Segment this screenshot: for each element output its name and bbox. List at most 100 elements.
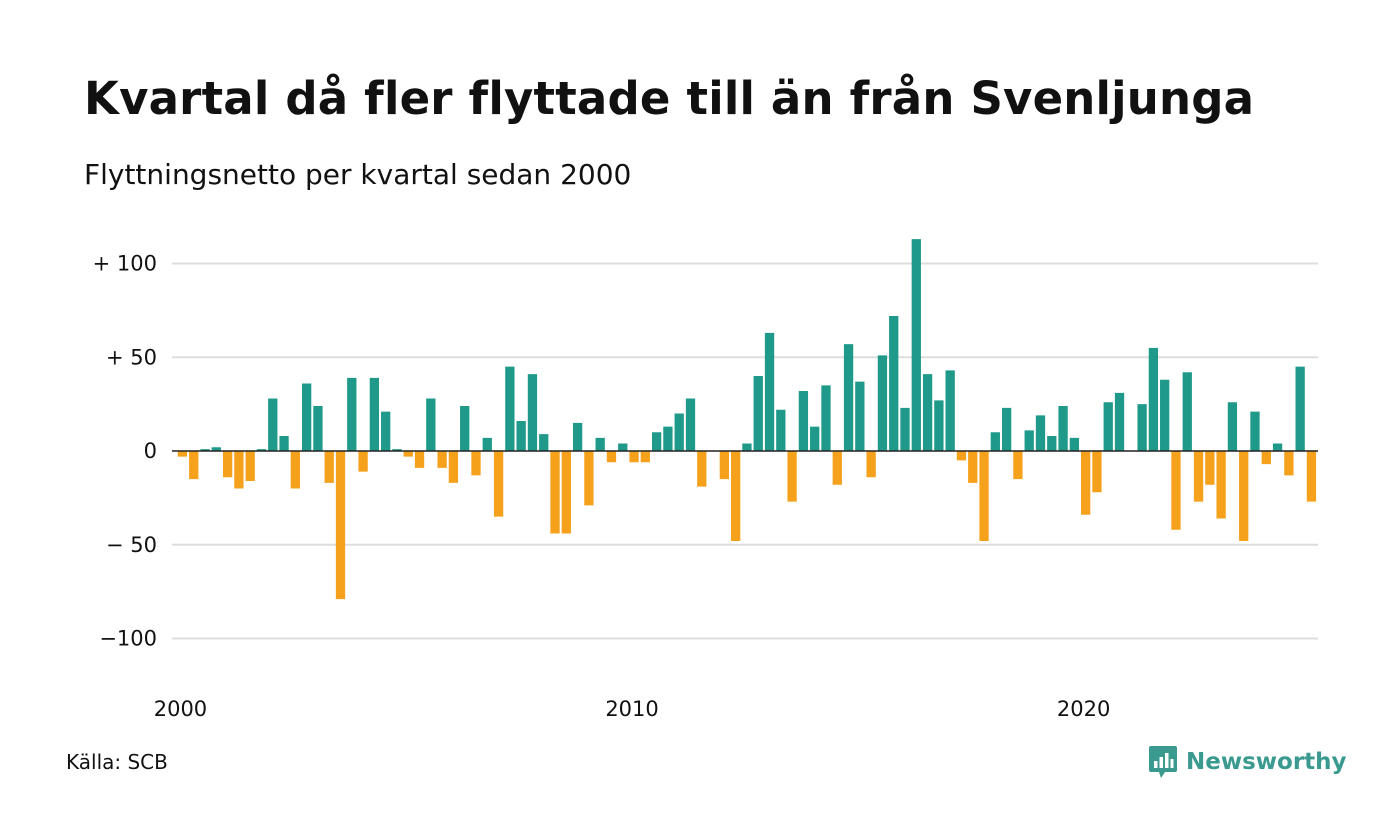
newsworthy-logo-icon	[1149, 746, 1177, 778]
bar	[629, 451, 639, 463]
bar	[279, 436, 289, 451]
bar	[618, 443, 628, 451]
bar	[753, 376, 763, 451]
x-tick-label: 2000	[154, 697, 207, 721]
brand-name: Newsworthy	[1186, 749, 1347, 775]
bar	[471, 451, 481, 476]
bar	[177, 451, 188, 457]
bar	[855, 381, 865, 452]
bar	[787, 451, 797, 502]
bar	[403, 451, 413, 457]
bar	[358, 451, 368, 472]
bar	[1171, 451, 1181, 530]
bar	[889, 316, 899, 451]
bar	[1035, 415, 1046, 452]
bar	[1205, 451, 1215, 485]
bar-chart: + 100 + 50 0 − 50 −100 2000 2010 2020	[93, 239, 1318, 721]
bar	[900, 407, 910, 452]
bar	[1284, 451, 1294, 476]
bar	[1001, 407, 1012, 452]
bar	[505, 366, 515, 452]
bar	[1306, 451, 1317, 502]
bar	[572, 422, 583, 452]
bar	[934, 400, 944, 452]
bar	[945, 370, 955, 452]
bar	[527, 374, 538, 452]
bar	[810, 426, 820, 452]
bar	[256, 449, 267, 452]
bar	[448, 451, 459, 483]
bar	[956, 451, 967, 461]
bar	[640, 451, 650, 463]
bar	[1024, 430, 1034, 452]
bar	[1239, 451, 1249, 541]
bar	[392, 449, 402, 452]
bar	[516, 421, 526, 451]
bar	[1261, 451, 1271, 465]
bar	[189, 451, 199, 480]
bar	[1081, 451, 1091, 515]
bar	[1047, 436, 1057, 451]
bar	[1216, 451, 1226, 519]
bar	[979, 451, 989, 541]
bar	[1295, 366, 1305, 452]
bar	[764, 332, 775, 452]
bar	[301, 383, 312, 451]
bar	[460, 406, 470, 451]
bar	[606, 451, 617, 463]
bar	[1114, 392, 1125, 452]
y-tick-label: − 50	[106, 533, 157, 557]
bar	[651, 432, 662, 451]
bar	[550, 451, 560, 534]
bar	[1182, 372, 1192, 451]
bar	[211, 447, 221, 451]
bar	[719, 451, 730, 480]
bar	[911, 239, 921, 452]
bar	[1193, 451, 1204, 502]
bar	[268, 398, 278, 451]
chart-subtitle: Flyttningsnetto per kvartal sedan 2000	[84, 158, 632, 191]
bar	[968, 451, 978, 483]
bar	[742, 443, 752, 451]
bars	[177, 239, 1317, 600]
bar	[539, 434, 549, 452]
bar	[1160, 379, 1170, 451]
bar	[843, 344, 854, 452]
bar	[1103, 402, 1113, 451]
bar	[426, 398, 436, 451]
bar	[798, 391, 809, 451]
grid-lines	[172, 262, 1318, 640]
bar	[414, 451, 425, 468]
x-axis-labels: 2000 2010 2020	[154, 697, 1111, 721]
bar	[347, 377, 357, 452]
y-tick-label: + 50	[106, 345, 157, 369]
bar	[1058, 406, 1068, 451]
bar	[324, 451, 334, 483]
bar	[1227, 402, 1238, 451]
bar	[877, 355, 888, 452]
bar	[832, 451, 842, 485]
bar	[663, 426, 673, 452]
bar	[685, 398, 696, 451]
bar	[584, 451, 594, 506]
bar	[200, 449, 210, 452]
bar	[776, 409, 786, 451]
bar	[482, 437, 492, 452]
bar	[234, 451, 244, 489]
bar	[821, 385, 831, 452]
y-tick-label: + 100	[93, 252, 157, 276]
y-tick-label: −100	[99, 627, 157, 651]
bar	[922, 374, 933, 452]
bar	[1250, 411, 1260, 452]
bar	[381, 411, 391, 452]
bar	[1092, 451, 1102, 493]
bar	[335, 451, 346, 600]
y-axis-labels: + 100 + 50 0 − 50 −100	[93, 252, 157, 651]
bar	[674, 413, 684, 451]
x-tick-label: 2020	[1057, 697, 1110, 721]
bar	[222, 451, 233, 478]
source-note: Källa: SCB	[66, 750, 168, 774]
bar	[561, 451, 571, 534]
bar	[437, 451, 447, 468]
bar	[313, 406, 323, 451]
